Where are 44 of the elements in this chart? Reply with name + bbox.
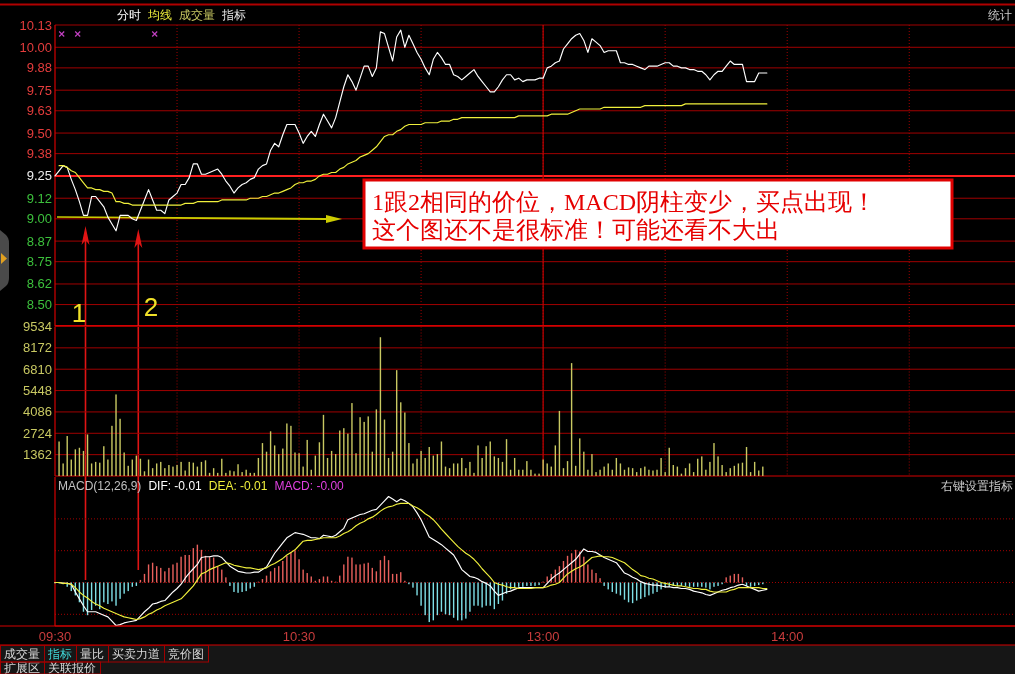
text: 扩展区 (4, 660, 40, 674)
text: 成交量 (179, 8, 215, 22)
text: 指标 (221, 8, 246, 22)
y-tick-label: 8.75 (26, 254, 52, 270)
text: 统计 (988, 8, 1012, 22)
text: DEA: -0.01 (208, 479, 268, 493)
y-tick-label: 10.00 (19, 39, 52, 55)
y-tick-label: 1362 (23, 447, 52, 463)
y-tick-label: 5448 (23, 383, 52, 399)
text: 均线 (147, 8, 172, 22)
annotation: 这个图还不是很标准！可能还看不大出 (372, 217, 780, 243)
x-tick-label: 14:00 (770, 628, 804, 644)
y-tick-label: 8.62 (26, 276, 52, 292)
text: 竞价图 (168, 646, 204, 661)
x-tick-label: 10:30 (282, 628, 316, 644)
y-tick-label: 2724 (23, 425, 52, 441)
text: 分时 (117, 8, 141, 22)
annotation: 1跟2相同的价位，MACD阴柱变少，买点出现！ (372, 189, 877, 215)
y-tick-label: 9.38 (26, 146, 52, 162)
text: 量比 (80, 646, 104, 661)
y-tick-label: 9.63 (26, 103, 52, 119)
text: 指标 (47, 646, 72, 661)
y-tick-label: 6810 (23, 361, 52, 377)
y-tick-label: 8172 (23, 340, 52, 356)
y-tick-label: 9.00 (26, 211, 52, 227)
text: 右键设置指标 (941, 479, 1013, 493)
y-tick-label: 9.75 (26, 82, 52, 98)
text: 买卖力道 (112, 646, 160, 661)
text: 关联报价 (48, 660, 96, 674)
text: DIF: -0.01 (148, 479, 203, 493)
x-tick-label: 09:30 (38, 628, 72, 644)
y-tick-label: 10.13 (19, 17, 52, 33)
y-tick-label: 8.50 (26, 297, 52, 313)
y-tick-label: 9.25 (26, 168, 52, 184)
text: 成交量 (4, 646, 40, 661)
y-tick-label: 9.12 (26, 190, 52, 206)
y-tick-label: 9.50 (26, 125, 52, 141)
y-tick-label: 4086 (23, 404, 52, 420)
y-tick-label: 9534 (23, 319, 52, 334)
annotation: 1 (71, 298, 87, 328)
x-tick-label: 13:00 (526, 628, 560, 644)
y-tick-label: 8.87 (26, 233, 52, 249)
text: MACD: -0.00 (274, 479, 345, 493)
y-tick-label: 9.88 (26, 60, 52, 76)
